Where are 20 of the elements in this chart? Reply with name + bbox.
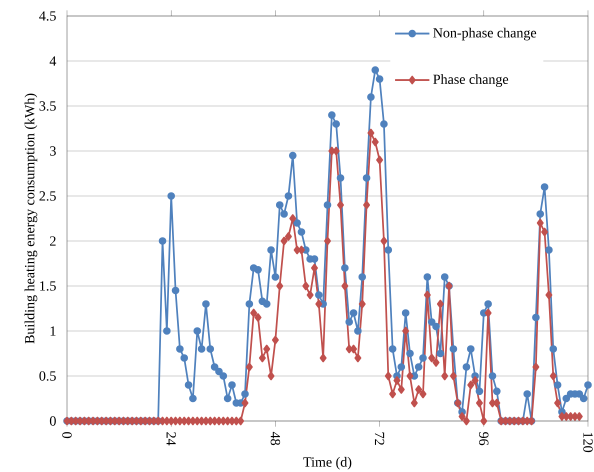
x-tick-label: 96 (479, 432, 488, 446)
y-tick-label: 2 (50, 236, 56, 246)
y-tick-label: 1.5 (40, 281, 56, 291)
legend-label: Phase change (433, 74, 508, 87)
x-tick-label: 0 (62, 432, 72, 438)
y-axis-title: Building heating energy consumption (kWh) (24, 94, 38, 344)
y-tick-label: 1 (50, 326, 56, 336)
y-tick-label: 0.5 (39, 371, 56, 381)
legend-label: Non-phase change (433, 28, 536, 40)
y-tick-label: 0 (50, 416, 56, 426)
y-tick-label: 4.5 (39, 11, 56, 21)
x-tick-label: 72 (374, 432, 384, 445)
y-tick-label: 4 (50, 56, 56, 66)
x-axis-title: Time (d) (303, 456, 352, 470)
x-tick-label: 48 (270, 432, 280, 446)
y-tick-label: 2.5 (39, 191, 56, 201)
y-tick-label: 3 (50, 146, 56, 156)
x-tick-label: 120 (583, 432, 593, 452)
x-tick-label: 24 (166, 432, 176, 446)
y-tick-label: 3.5 (40, 101, 56, 111)
